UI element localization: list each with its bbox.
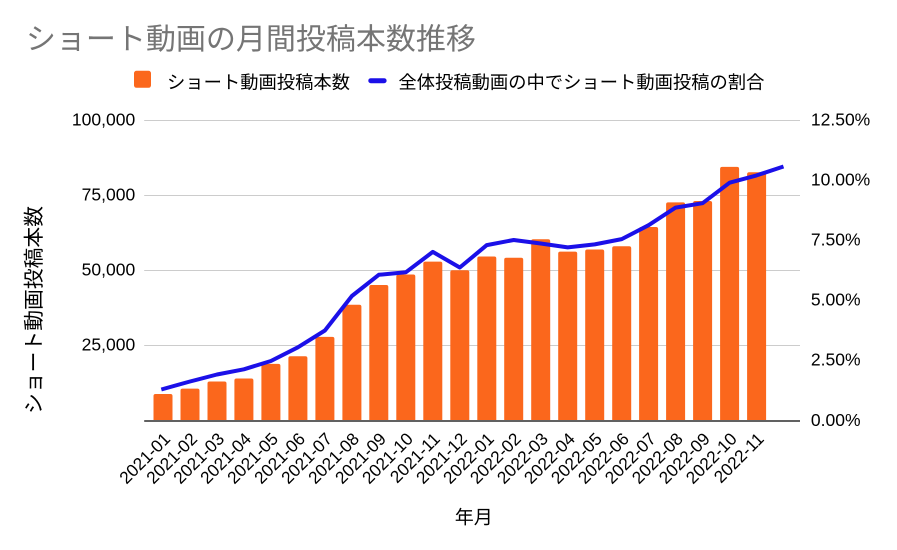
- svg-text:12.50%: 12.50%: [811, 109, 870, 129]
- svg-text:100,000: 100,000: [72, 110, 136, 130]
- svg-text:0.00%: 0.00%: [811, 410, 861, 430]
- svg-text:25,000: 25,000: [82, 335, 136, 355]
- svg-text:50,000: 50,000: [82, 260, 136, 280]
- svg-text:5.00%: 5.00%: [811, 290, 861, 310]
- svg-text:7.50%: 7.50%: [811, 230, 861, 250]
- svg-text:10.00%: 10.00%: [811, 170, 870, 190]
- svg-text:2.50%: 2.50%: [811, 350, 861, 370]
- svg-text:75,000: 75,000: [82, 185, 136, 205]
